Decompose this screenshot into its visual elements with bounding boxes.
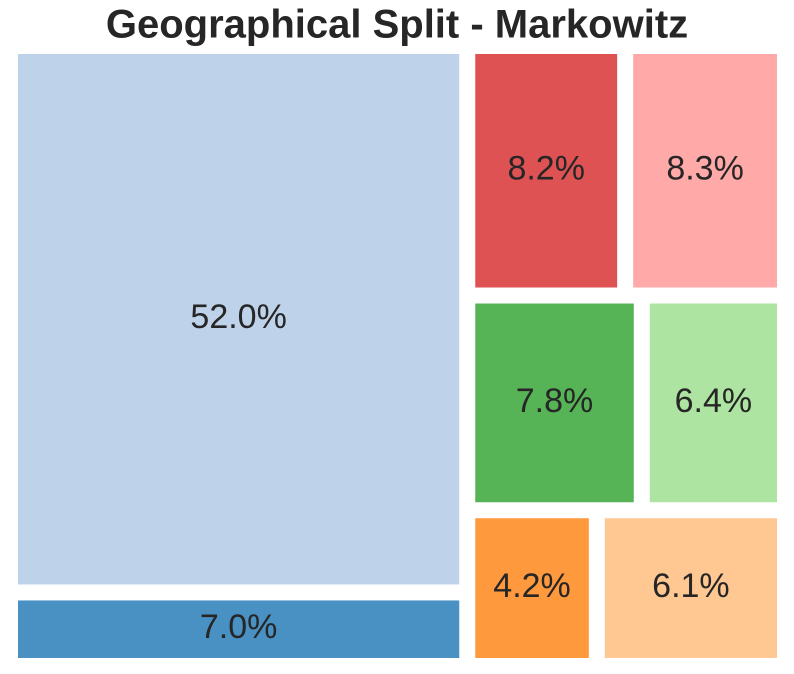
- cell-label: 7.8%: [516, 382, 594, 420]
- chart-title: Geographical Split - Markowitz: [106, 3, 688, 47]
- treemap-cell: [649, 303, 777, 503]
- cell-label: 8.3%: [666, 150, 744, 188]
- treemap-cell: [475, 518, 589, 658]
- treemap-cell: [633, 54, 777, 288]
- cell-label: 7.0%: [200, 608, 278, 646]
- cell-label: 8.2%: [507, 150, 585, 188]
- cell-label: 52.0%: [190, 298, 286, 336]
- treemap-cell: [475, 54, 618, 288]
- cell-label: 6.4%: [675, 382, 753, 420]
- treemap-cell: [604, 518, 777, 658]
- treemap-cell: [475, 303, 634, 503]
- treemap-cell: [18, 600, 460, 658]
- cell-label: 4.2%: [493, 567, 571, 605]
- cell-label: 6.1%: [652, 567, 730, 605]
- treemap-cell: [18, 54, 460, 585]
